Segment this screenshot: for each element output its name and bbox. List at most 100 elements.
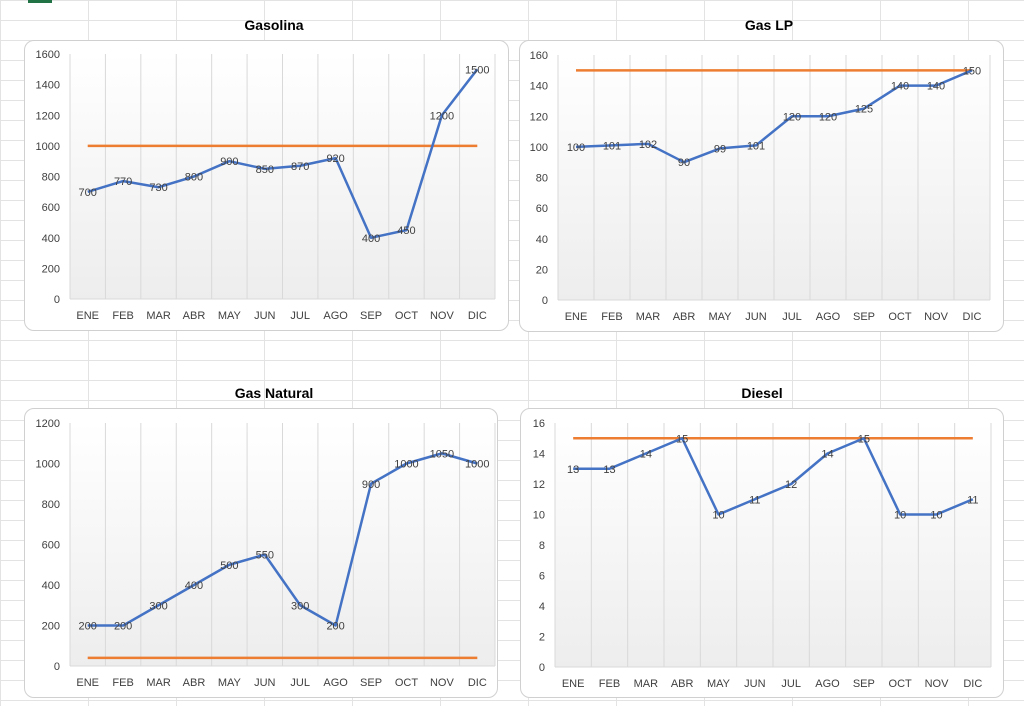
data-label: 200 — [114, 621, 132, 633]
chart-gasolina[interactable]: 0 200 400 600 800 1000 1200 1400 1600 ENE FEB MAR AB… — [24, 40, 509, 331]
x-tick-label: SEP — [853, 311, 875, 323]
chart-diesel-plot: 0 2 4 6 8 10 12 14 16 ENE FEB MAR ABR MAY JUN JUL AGO SEP… — [533, 418, 992, 690]
y-tick-label: 0 — [54, 294, 60, 306]
data-label: 100 — [567, 142, 585, 154]
y-tick-label: 400 — [42, 580, 60, 592]
data-label: 200 — [79, 621, 97, 633]
data-label: 200 — [326, 621, 344, 633]
data-label: 500 — [220, 560, 238, 572]
y-tick-label: 0 — [54, 661, 60, 673]
data-label: 10 — [930, 510, 942, 522]
x-tick-label: NOV — [430, 677, 455, 689]
chart-gas-natural[interactable]: 0 200 400 600 800 1000 1200 ENE FEB MAR ABR MAY JUN J… — [24, 408, 498, 698]
x-tick-label: NOV — [430, 310, 455, 322]
x-tick-label: SEP — [360, 310, 382, 322]
data-label: 14 — [821, 449, 833, 461]
chart-title-gas-lp: Gas LP — [744, 17, 794, 33]
y-tick-label: 10 — [533, 510, 545, 522]
x-tick-label: JUN — [745, 311, 766, 323]
data-label: 125 — [855, 104, 873, 116]
chart-diesel[interactable]: 0 2 4 6 8 10 12 14 16 ENE FEB MAR ABR MAY JUN JUL AGO SEP… — [520, 408, 1004, 698]
x-tick-label: FEB — [112, 310, 133, 322]
data-label: 730 — [149, 182, 167, 194]
x-tick-label: ABR — [183, 677, 206, 689]
y-tick-label: 600 — [42, 540, 60, 552]
y-tick-label: 1200 — [36, 418, 60, 430]
data-label: 140 — [927, 81, 945, 93]
data-label: 300 — [149, 600, 167, 612]
chart-title-diesel: Diesel — [741, 385, 783, 401]
y-tick-label: 200 — [42, 621, 60, 633]
x-tick-label: MAY — [218, 310, 242, 322]
data-label: 800 — [185, 172, 203, 184]
x-tick-label: MAY — [218, 677, 242, 689]
x-tick-label: MAR — [146, 310, 171, 322]
chart-gas-natural-plot: 0 200 400 600 800 1000 1200 ENE FEB MAR ABR MAY JUN J… — [36, 418, 496, 689]
y-tick-label: 1600 — [36, 49, 60, 61]
x-tick-label: FEB — [112, 677, 133, 689]
chart-gas-lp[interactable]: 0 20 40 60 80 100 120 140 160 ENE FEB MAR ABR MAY JUN J… — [519, 40, 1004, 332]
x-tick-label: ENE — [562, 678, 585, 690]
x-tick-label: JUL — [290, 310, 310, 322]
y-tick-label: 40 — [536, 234, 548, 246]
x-tick-label: DIC — [963, 311, 982, 323]
data-label: 920 — [326, 153, 344, 165]
y-tick-label: 800 — [42, 499, 60, 511]
y-tick-label: 4 — [539, 601, 545, 613]
data-label: 900 — [220, 156, 238, 168]
x-tick-label: JUL — [781, 678, 801, 690]
x-tick-label: NOV — [924, 311, 949, 323]
data-label: 11 — [967, 494, 978, 506]
data-label: 15 — [858, 433, 870, 445]
data-label: 1000 — [465, 459, 489, 471]
x-tick-label: FEB — [601, 311, 622, 323]
y-tick-label: 8 — [539, 540, 545, 552]
x-tick-label: AGO — [323, 677, 348, 689]
y-tick-label: 2 — [539, 632, 545, 644]
data-label: 120 — [819, 111, 837, 123]
y-tick-label: 120 — [530, 111, 548, 123]
data-label: 10 — [894, 510, 906, 522]
x-tick-label: DIC — [468, 677, 487, 689]
data-label: 1500 — [465, 64, 489, 76]
data-label: 850 — [256, 164, 274, 176]
chart-title-gasolina: Gasolina — [244, 17, 304, 33]
data-label: 12 — [785, 479, 797, 491]
data-label: 400 — [362, 233, 380, 245]
data-label: 700 — [79, 187, 97, 199]
y-tick-label: 16 — [533, 418, 545, 430]
x-tick-label: ABR — [183, 310, 206, 322]
data-label: 120 — [783, 111, 801, 123]
y-tick-label: 160 — [530, 50, 548, 62]
data-label: 1050 — [430, 448, 454, 460]
x-tick-label: ENE — [76, 310, 99, 322]
data-label: 300 — [291, 600, 309, 612]
data-label: 400 — [185, 580, 203, 592]
data-label: 13 — [603, 464, 615, 476]
y-tick-label: 200 — [42, 263, 60, 275]
y-tick-label: 800 — [42, 172, 60, 184]
y-tick-label: 400 — [42, 233, 60, 245]
data-label: 140 — [891, 81, 909, 93]
data-label: 90 — [678, 157, 690, 169]
x-tick-label: OCT — [395, 310, 419, 322]
series-line — [87, 452, 478, 627]
y-tick-label: 80 — [536, 173, 548, 185]
y-tick-label: 140 — [530, 81, 548, 93]
y-tick-label: 1200 — [36, 110, 60, 122]
x-tick-label: JUN — [254, 677, 275, 689]
x-tick-label: MAY — [707, 678, 731, 690]
series-line — [87, 68, 479, 239]
x-tick-label: MAR — [634, 678, 659, 690]
data-label: 1000 — [394, 459, 418, 471]
x-tick-label: ABR — [671, 678, 694, 690]
x-tick-label: FEB — [599, 678, 620, 690]
data-label: 900 — [362, 479, 380, 491]
chart-title-gas-natural: Gas Natural — [234, 385, 314, 401]
data-label: 15 — [676, 433, 688, 445]
y-tick-label: 1000 — [36, 141, 60, 153]
data-label: 1200 — [430, 110, 454, 122]
y-tick-label: 1400 — [36, 80, 60, 92]
x-tick-label: AGO — [815, 678, 840, 690]
y-tick-label: 6 — [539, 571, 545, 583]
